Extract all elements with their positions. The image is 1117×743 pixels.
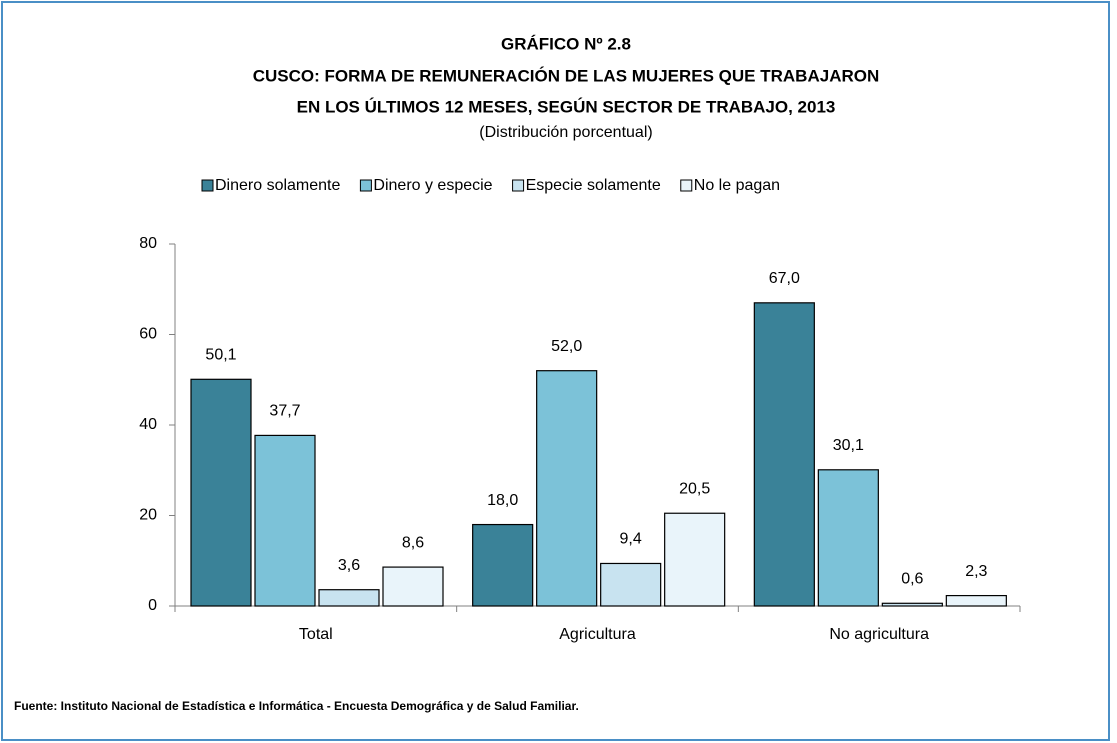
value-label: 0,6: [901, 571, 923, 588]
value-label: 50,1: [205, 347, 236, 364]
bar: [382, 566, 444, 607]
bar: [881, 602, 943, 607]
legend-swatch: [201, 179, 214, 192]
y-tick-label: 60: [139, 326, 157, 343]
bar: [753, 302, 815, 607]
value-label: 9,4: [620, 531, 642, 548]
chart-title: EN LOS ÚLTIMOS 12 MESES, SEGÚN SECTOR DE…: [297, 97, 836, 116]
chart-title: CUSCO: FORMA DE REMUNERACIÓN DE LAS MUJE…: [253, 66, 880, 85]
y-tick-label: 0: [148, 597, 157, 614]
x-tick-label: No agricultura: [829, 626, 929, 643]
y-tick-label: 40: [139, 416, 157, 433]
bar: [318, 589, 380, 607]
value-label: 37,7: [269, 403, 300, 420]
chart-subtitle: (Distribución porcentual): [479, 124, 652, 141]
value-label: 67,0: [769, 270, 800, 287]
bar: [190, 378, 252, 607]
chart-title: GRÁFICO Nº 2.8: [501, 34, 631, 53]
legend-label: Dinero solamente: [215, 177, 341, 194]
bar: [945, 594, 1007, 607]
bar: [664, 512, 726, 607]
x-tick-label: Total: [299, 626, 333, 643]
legend-swatch: [680, 179, 693, 192]
legend-swatch: [512, 179, 525, 192]
legend-label: Especie solamente: [526, 177, 661, 194]
bar: [536, 370, 598, 607]
bar: [817, 469, 879, 607]
legend-label: Dinero y especie: [373, 177, 492, 194]
value-label: 52,0: [551, 338, 582, 355]
value-label: 20,5: [679, 480, 710, 497]
bar: [254, 434, 316, 607]
value-label: 2,3: [965, 563, 987, 580]
y-tick-label: 20: [139, 507, 157, 524]
value-label: 8,6: [402, 534, 424, 551]
value-label: 18,0: [487, 492, 518, 509]
legend-swatch: [359, 179, 372, 192]
bar: [600, 562, 662, 607]
bar: [472, 523, 534, 607]
source-note: Fuente: Instituto Nacional de Estadístic…: [14, 699, 579, 713]
x-tick-label: Agricultura: [559, 626, 636, 643]
value-label: 3,6: [338, 557, 360, 574]
value-label: 30,1: [833, 437, 864, 454]
legend-label: No le pagan: [694, 177, 780, 194]
y-tick-label: 80: [139, 235, 157, 252]
